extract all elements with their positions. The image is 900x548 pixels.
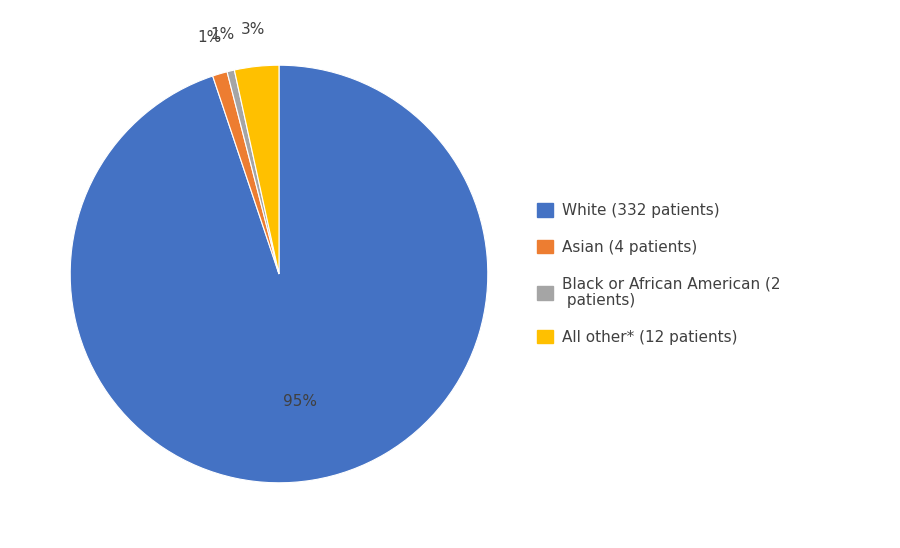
Wedge shape	[227, 70, 279, 274]
Text: 95%: 95%	[283, 394, 317, 409]
Text: 1%: 1%	[197, 30, 221, 45]
Wedge shape	[234, 65, 279, 274]
Wedge shape	[212, 72, 279, 274]
Wedge shape	[70, 65, 488, 483]
Legend: White (332 patients), Asian (4 patients), Black or African American (2
 patients: White (332 patients), Asian (4 patients)…	[529, 196, 788, 352]
Text: 3%: 3%	[240, 21, 265, 37]
Text: 1%: 1%	[210, 27, 234, 42]
